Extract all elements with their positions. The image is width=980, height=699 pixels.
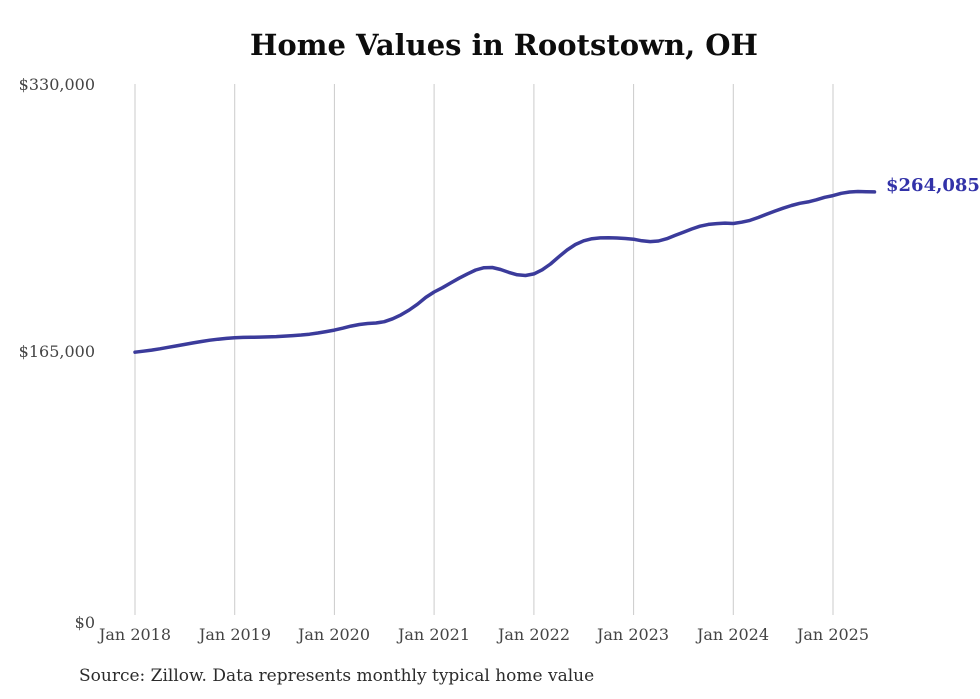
x-axis-tick-jan-2021: Jan 2021 xyxy=(397,625,471,644)
x-axis-tick-jan-2022: Jan 2022 xyxy=(497,625,571,644)
y-axis-tick-0: $0 xyxy=(74,613,95,632)
y-axis-tick-330000: $330,000 xyxy=(18,75,95,94)
x-axis-tick-jan-2019: Jan 2019 xyxy=(198,625,272,644)
home-value-line xyxy=(133,189,877,354)
x-axis-tick-jan-2023: Jan 2023 xyxy=(596,625,670,644)
chart-title: Home Values in Rootstown, OH xyxy=(250,28,758,62)
x-axis-tick-jan-2024: Jan 2024 xyxy=(696,625,770,644)
source-note: Source: Zillow. Data represents monthly … xyxy=(79,666,595,686)
x-axis-tick-jan-2025: Jan 2025 xyxy=(796,625,870,644)
x-axis-tick-jan-2018: Jan 2018 xyxy=(98,625,172,644)
latest-value-label: $264,085 xyxy=(886,175,980,196)
x-axis-tick-jan-2020: Jan 2020 xyxy=(297,625,371,644)
y-axis-tick-165000: $165,000 xyxy=(18,342,95,361)
